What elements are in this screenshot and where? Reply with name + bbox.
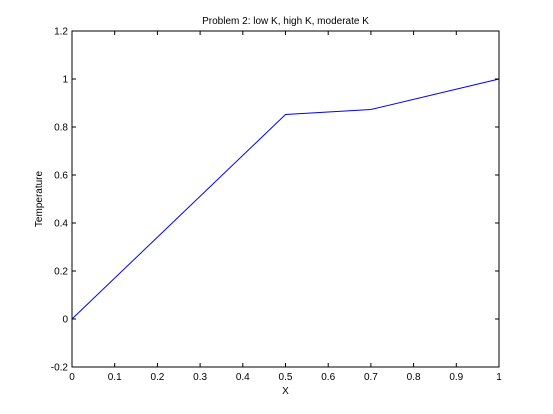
plot-area: [72, 31, 499, 367]
x-tick-label: 0.2: [150, 372, 164, 383]
y-axis-label: Temperature: [34, 170, 45, 227]
y-tick-label: 0.6: [54, 171, 68, 182]
y-ticks: -0.2 0 0.2 0.4 0.6 0.8 1 1.2: [51, 27, 499, 374]
y-tick-label: 1.2: [54, 27, 68, 38]
x-tick-label: 0: [69, 372, 75, 383]
y-tick-label: 1: [62, 75, 68, 86]
y-tick-label: -0.2: [51, 363, 69, 374]
x-tick-label: 0.5: [279, 372, 293, 383]
y-tick-label: 0.8: [54, 123, 68, 134]
y-tick-label: 0: [62, 315, 68, 326]
x-tick-label: 0.9: [449, 372, 463, 383]
chart-title: Problem 2: low K, high K, moderate K: [202, 16, 369, 27]
x-tick-label: 1: [496, 372, 502, 383]
x-tick-label: 0.8: [407, 372, 421, 383]
y-tick-label: 0.4: [54, 219, 68, 230]
x-ticks: 0 0.1 0.2 0.3 0.4 0.5 0.6 0.7 0.8 0.9 1: [69, 31, 502, 383]
x-tick-label: 0.3: [193, 372, 207, 383]
x-tick-label: 0.1: [108, 372, 122, 383]
x-tick-label: 0.6: [321, 372, 335, 383]
series-layer: [71, 78, 500, 320]
series-line: [71, 78, 500, 320]
x-tick-label: 0.4: [236, 372, 250, 383]
y-tick-label: 0.2: [54, 267, 68, 278]
x-tick-label: 0.7: [364, 372, 378, 383]
x-axis-label: X: [282, 386, 289, 397]
